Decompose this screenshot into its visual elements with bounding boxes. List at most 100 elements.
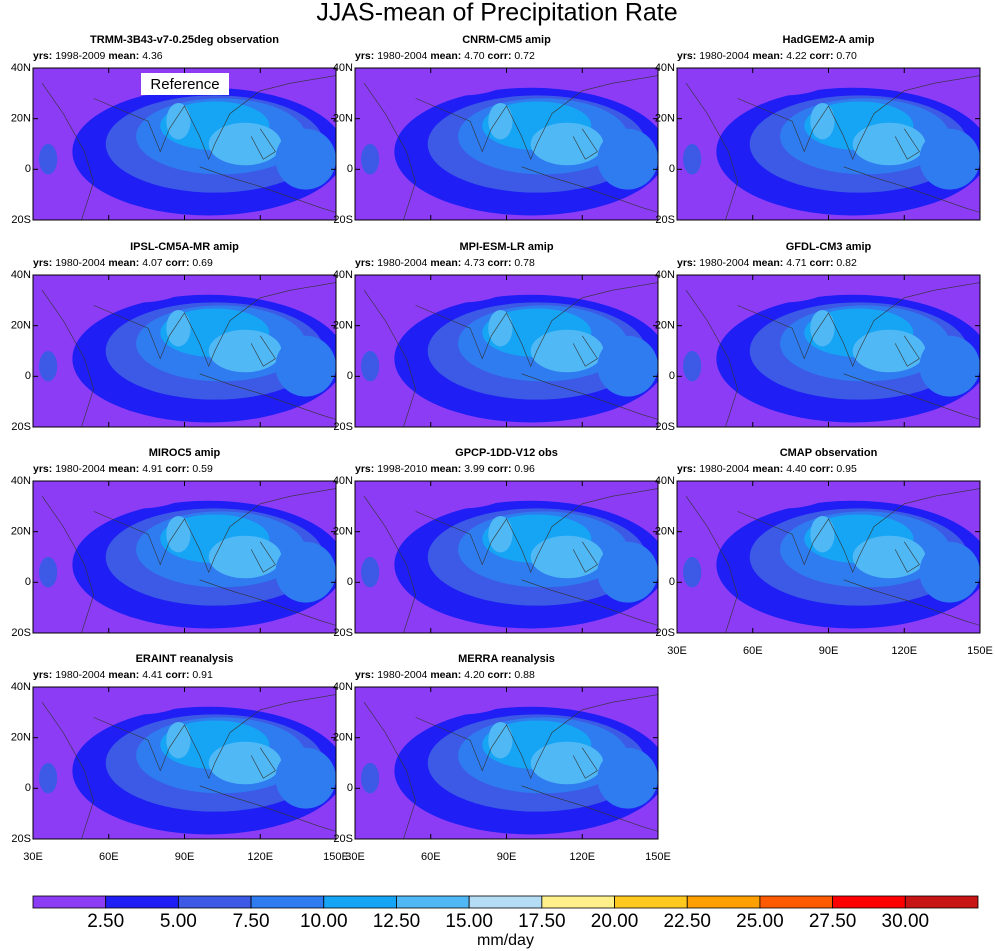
coastline: [93, 694, 336, 780]
stat-label: mean:: [430, 463, 461, 475]
field-region: [488, 721, 513, 759]
field-region: [275, 128, 336, 190]
panel-subtitle: yrs: 1980-2004 mean: 4.70 corr: 0.72: [355, 50, 535, 62]
stat-value: 1980-2004: [699, 463, 749, 475]
coastline: [93, 488, 336, 574]
lon-tick-label: 30E: [23, 851, 43, 863]
field-region: [919, 541, 980, 603]
field-region: [39, 763, 58, 794]
annotation: Reference: [150, 76, 219, 93]
coastline: [363, 83, 416, 220]
coastline: [843, 166, 980, 213]
coastline: [685, 496, 738, 633]
lon-tick-label: 60E: [743, 645, 763, 657]
stat-value: 3.99: [464, 463, 485, 475]
colorbar-label: 12.50: [373, 911, 421, 932]
stat-value: 4.20: [464, 669, 485, 681]
lat-tick-label: 40N: [655, 62, 675, 74]
stat-label: mean:: [430, 669, 461, 681]
panel-subtitle: yrs: 1980-2004 mean: 4.22 corr: 0.70: [677, 50, 857, 62]
field-region: [488, 515, 513, 553]
stat-value: 4.40: [786, 463, 807, 475]
field-region: [166, 309, 191, 347]
lat-tick-label: 20S: [655, 627, 675, 639]
coastline: [415, 282, 658, 368]
colorbar-box: [250, 895, 325, 909]
panel-title: HadGEM2-A amip: [783, 34, 875, 46]
stat-label: corr:: [166, 257, 190, 269]
coastline: [363, 702, 416, 839]
colorbar-box: [832, 895, 906, 909]
map: [355, 68, 658, 220]
stat-label: yrs:: [355, 257, 374, 269]
coastline: [843, 373, 980, 420]
stat-label: mean:: [752, 257, 783, 269]
coastline: [41, 702, 94, 839]
stat-label: mean:: [108, 463, 139, 475]
stat-value: 1980-2004: [55, 257, 105, 269]
coastline: [843, 579, 980, 626]
lat-tick-label: 20N: [11, 732, 31, 744]
coastline: [685, 83, 738, 220]
panel: MERRA reanalysis yrs: 1980-2004 mean: 4.2…: [333, 653, 671, 863]
panel-title: ERAINT reanalysis: [136, 653, 234, 665]
panel-title: MIROC5 amip: [149, 447, 221, 459]
panel-subtitle: yrs: 1980-2004 mean: 4.40 corr: 0.95: [677, 463, 857, 475]
stat-label: corr:: [488, 50, 512, 62]
lat-tick-label: 20N: [11, 526, 31, 538]
colorbar-label: 30.00: [882, 911, 930, 932]
map: [355, 687, 658, 839]
lat-tick-label: 20S: [333, 833, 353, 845]
coastline: [572, 541, 598, 573]
stat-label: yrs:: [33, 50, 52, 62]
lat-tick-label: 40N: [333, 475, 353, 487]
panel-subtitle: yrs: 1998-2010 mean: 3.99 corr: 0.96: [355, 463, 535, 475]
colorbar-box: [32, 895, 107, 909]
field-region: [488, 102, 513, 140]
stat-label: corr:: [166, 463, 190, 475]
stat-label: yrs:: [355, 50, 374, 62]
field-region: [692, 481, 753, 498]
field-region: [361, 351, 380, 382]
lon-tick-label: 90E: [175, 851, 195, 863]
stat-label: corr:: [488, 669, 512, 681]
map: [355, 481, 658, 633]
field-region: [93, 687, 185, 715]
stat-label: corr:: [488, 257, 512, 269]
lat-tick-label: 40N: [11, 681, 31, 693]
stat-value: 0.72: [514, 50, 535, 62]
stat-value: 4.73: [464, 257, 485, 269]
lat-tick-label: 20S: [333, 421, 353, 433]
coastline: [415, 694, 658, 780]
colorbar-box: [396, 895, 470, 909]
stat-label: mean:: [430, 257, 461, 269]
field-region: [275, 541, 336, 603]
colorbar-label: 2.50: [87, 911, 124, 932]
panel: GFDL-CM3 amip yrs: 1980-2004 mean: 4.71 c…: [655, 241, 981, 433]
field-region: [48, 68, 109, 85]
coastline: [894, 541, 920, 573]
colorbar-label: 7.50: [233, 911, 270, 932]
panel: CMAP observation yrs: 1980-2004 mean: 4.4…: [655, 447, 993, 657]
field-region: [415, 68, 507, 96]
field-region: [919, 128, 980, 190]
panel: MPI-ESM-LR amip yrs: 1980-2004 mean: 4.73…: [333, 241, 659, 433]
lon-tick-label: 30E: [345, 851, 365, 863]
lat-tick-label: 0: [25, 370, 31, 382]
lat-tick-label: 0: [25, 576, 31, 588]
panel-title: TRMM-3B43-v7-0.25deg observation: [90, 34, 279, 46]
lon-tick-label: 90E: [819, 645, 839, 657]
colorbar-label: 10.00: [300, 911, 348, 932]
lat-tick-label: 20N: [333, 320, 353, 332]
map: [33, 275, 336, 427]
annotation-box: [141, 73, 229, 95]
field-region: [737, 68, 829, 96]
lon-tick-label: 120E: [569, 851, 595, 863]
field-region: [597, 541, 658, 603]
field-region: [692, 68, 753, 85]
stat-label: mean:: [108, 50, 139, 62]
field-region: [39, 351, 58, 382]
field-region: [597, 335, 658, 397]
stat-value: 0.95: [836, 463, 857, 475]
lat-tick-label: 20N: [11, 113, 31, 125]
